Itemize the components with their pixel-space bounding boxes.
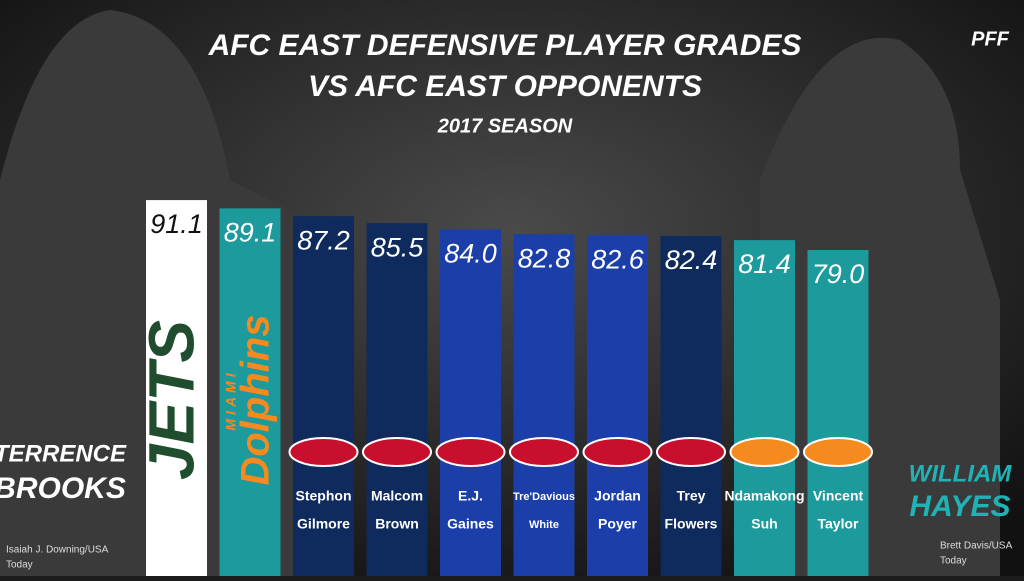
bar xyxy=(219,208,281,576)
team-logo xyxy=(362,437,432,467)
player-name: BROOKS xyxy=(0,472,126,505)
team-logo xyxy=(656,437,726,467)
team-wordmark: MIAMI xyxy=(223,369,239,430)
player-name: Trey xyxy=(677,488,706,504)
chart-subtitle: 2017 SEASON xyxy=(437,115,573,137)
player-name: Taylor xyxy=(818,516,860,532)
team-logo xyxy=(729,437,800,467)
player-name: Gaines xyxy=(447,516,494,532)
player-name: Flowers xyxy=(665,516,718,532)
bar xyxy=(293,216,354,577)
bar xyxy=(366,223,428,576)
team-wordmark: Dolphins xyxy=(234,314,278,485)
team-logo xyxy=(582,437,653,467)
team-logo xyxy=(509,437,579,467)
value-label: 85.5 xyxy=(371,232,425,262)
value-label: 84.0 xyxy=(444,239,497,269)
player-name: White xyxy=(529,519,559,531)
value-label: 82.8 xyxy=(518,243,571,273)
chart-title: AFC EAST DEFENSIVE PLAYER GRADES xyxy=(208,29,802,62)
player-name: Suh xyxy=(751,516,777,532)
value-label: 89.1 xyxy=(224,217,277,247)
value-label: 82.4 xyxy=(665,245,718,275)
player-name: Jordan xyxy=(594,488,641,504)
player-name: Gilmore xyxy=(297,516,350,532)
bar xyxy=(146,200,207,576)
photo-credit: Today xyxy=(6,560,33,571)
team-wordmark: JETS xyxy=(135,320,207,480)
player-name: Vincent xyxy=(813,488,864,504)
photo-credit: Today xyxy=(940,556,967,567)
value-label: 91.1 xyxy=(150,209,203,239)
brand-logo: PFF xyxy=(971,28,1010,50)
player-name: HAYES xyxy=(909,490,1010,523)
player-name: Poyer xyxy=(598,516,637,532)
player-name: Tre'Davious xyxy=(513,491,575,503)
team-logo xyxy=(288,437,359,467)
photo-credit: Brett Davis/USA xyxy=(940,541,1013,552)
player-name: Stephon xyxy=(296,488,352,504)
player-name: TERRENCE xyxy=(0,440,127,467)
bar xyxy=(587,235,648,576)
player-name: Malcom xyxy=(371,488,423,504)
bar xyxy=(513,234,575,576)
bar xyxy=(660,235,722,576)
team-logo xyxy=(435,437,506,467)
bar xyxy=(734,240,795,576)
team-logo xyxy=(803,437,873,467)
player-name: Ndamakong xyxy=(724,488,804,504)
value-label: 82.6 xyxy=(591,244,645,274)
bar xyxy=(440,229,501,577)
value-label: 81.4 xyxy=(738,249,791,279)
player-name: Brown xyxy=(375,516,419,532)
photo-credit: Isaiah J. Downing/USA xyxy=(6,545,109,556)
player-name: E.J. xyxy=(458,488,483,504)
player-name: WILLIAM xyxy=(909,460,1013,487)
value-label: 87.2 xyxy=(297,225,350,255)
bar xyxy=(807,250,869,576)
value-label: 79.0 xyxy=(812,259,865,289)
chart-title: VS AFC EAST OPPONENTS xyxy=(308,70,702,103)
